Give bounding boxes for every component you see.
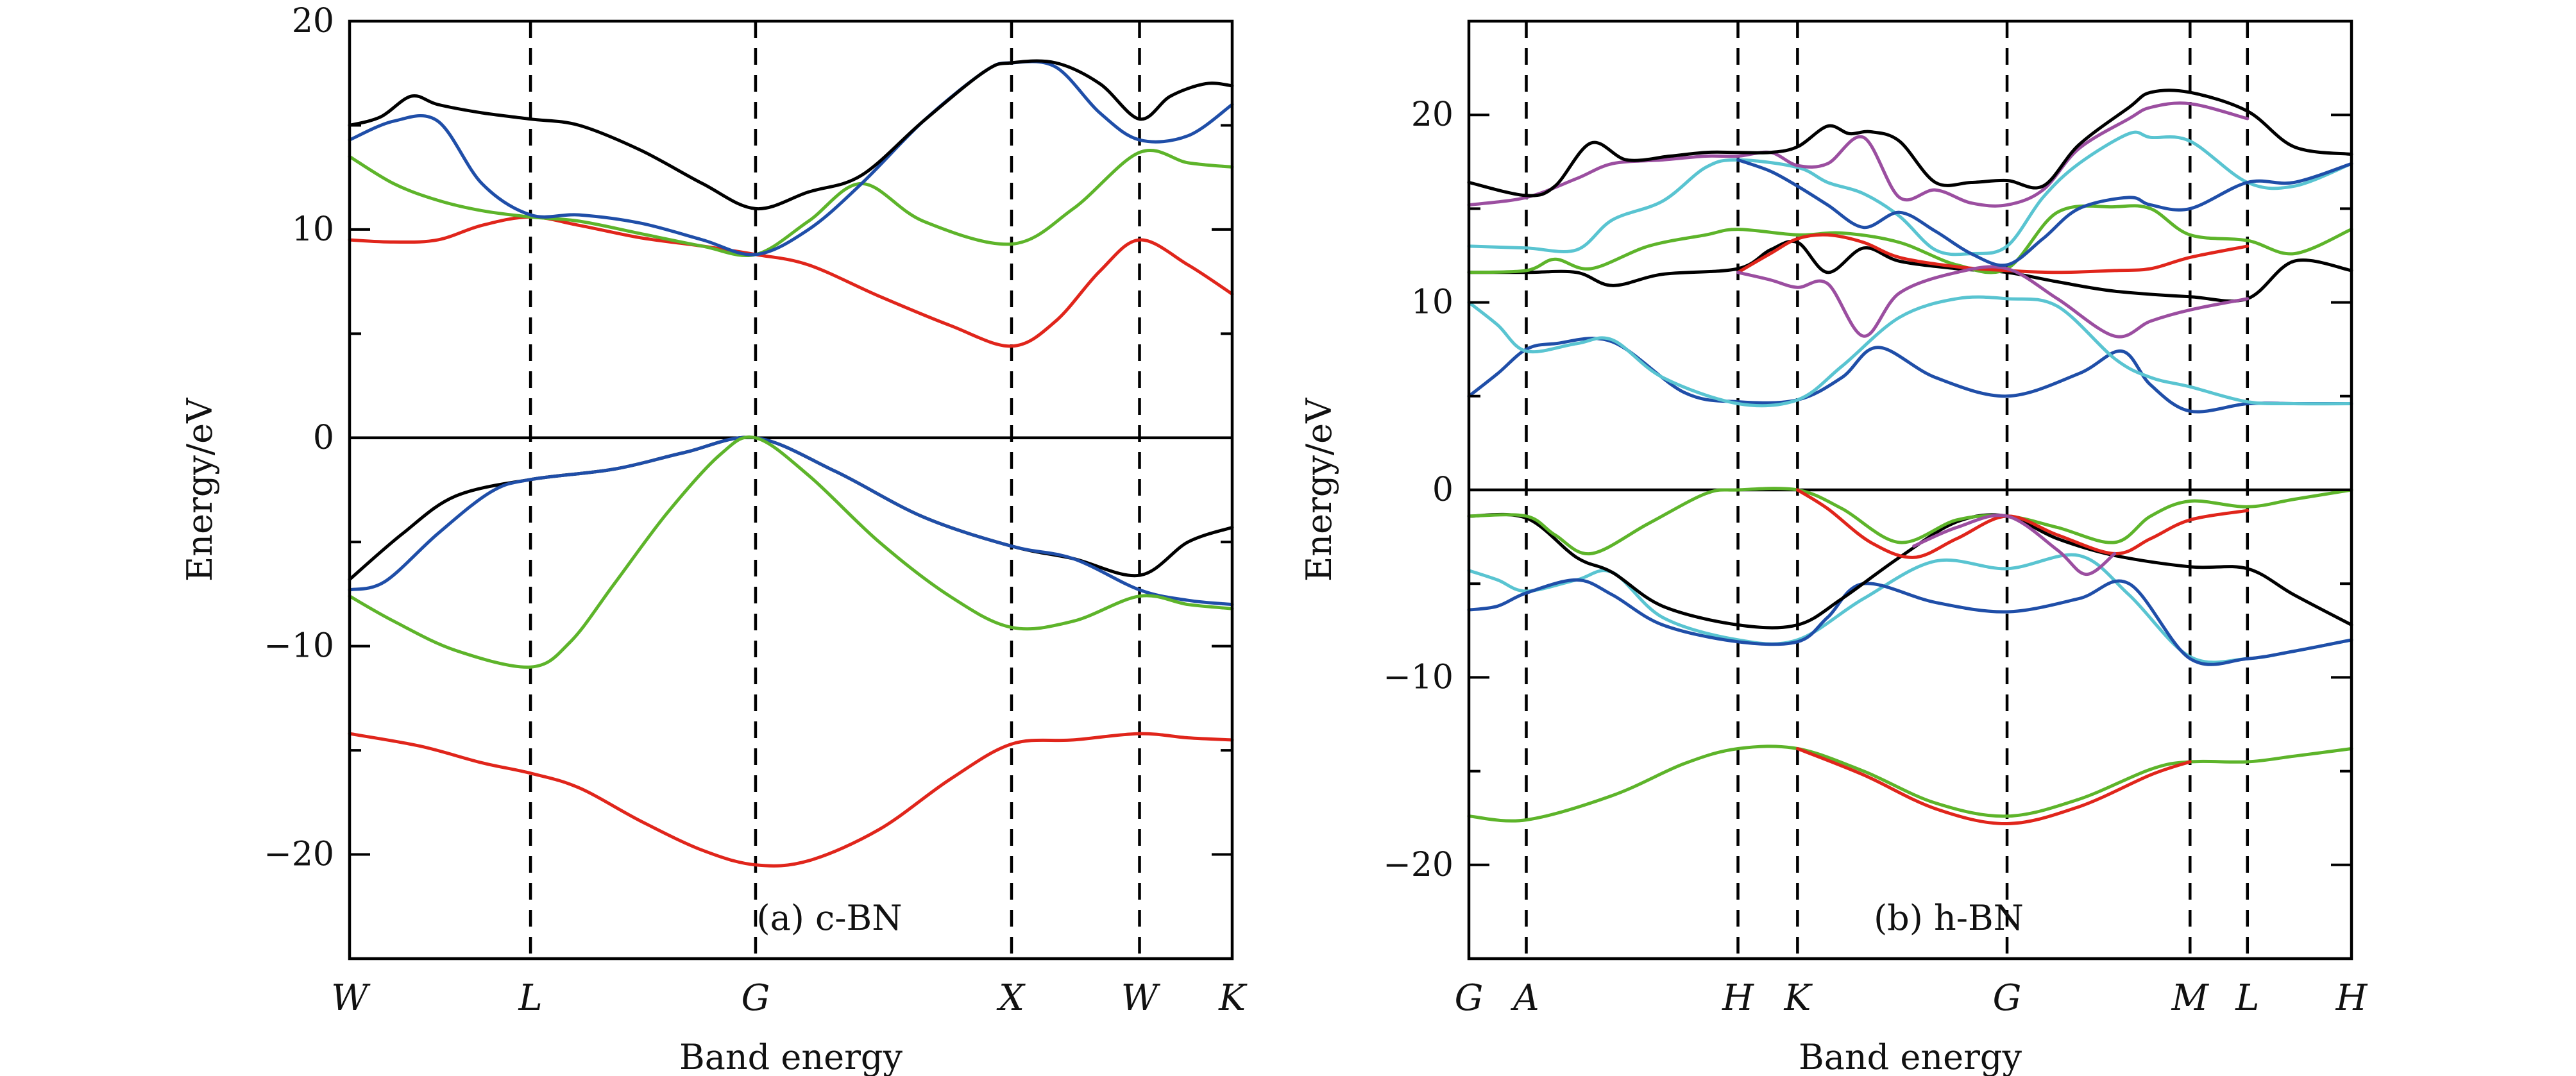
panel-2-kpoint-label-A: A bbox=[1510, 977, 1539, 1019]
panel-2-panel-label: (b) h-BN bbox=[1874, 898, 2024, 938]
panel-1-ytick-label: −20 bbox=[264, 836, 334, 874]
panel-1-kpoint-label-W: W bbox=[1121, 977, 1161, 1019]
panel-2-band-green-lowest bbox=[1467, 744, 2353, 823]
chart-panel-c-bn: −20 −10 0 10 20 W L G X W K Band energy Energy/eV (a)… bbox=[180, 2, 1248, 1076]
panel-2-band-green-conduction-mid bbox=[1467, 204, 2353, 274]
panel-1-kpoint-label-G: G bbox=[741, 977, 770, 1019]
panel-2-band-black-valence bbox=[1467, 512, 2353, 630]
panel-2-band-blue-valence bbox=[1467, 578, 2353, 666]
panel-1-kpoint-label-L: L bbox=[518, 977, 542, 1019]
panel-1-panel-label: (a) c-BN bbox=[757, 898, 902, 938]
panel-2-kpoint-label-L: L bbox=[2235, 977, 2259, 1019]
panel-1-band-red-lower bbox=[348, 732, 1234, 868]
panel-2-band-blue-conduction-low bbox=[1467, 337, 2353, 414]
panel-2-y-axis-title: Energy/eV bbox=[1299, 398, 1339, 582]
panel-2-band-cyan-valence bbox=[1467, 553, 2353, 664]
panel-1-x-axis-title: Band energy bbox=[679, 1037, 902, 1076]
panel-1-band-red-conduction bbox=[348, 215, 1234, 348]
panel-2-ytick-label: 10 bbox=[1411, 283, 1453, 322]
panel-2-ytick-label: 20 bbox=[1411, 96, 1453, 134]
panel-1-ytick-label: 0 bbox=[313, 419, 334, 457]
panel-1-plot-frame bbox=[348, 19, 1234, 961]
panel-2-ytick-label: −20 bbox=[1383, 846, 1453, 884]
panel-2-kpoint-label-G: G bbox=[1455, 977, 1484, 1019]
panel-2-band-magenta-valence bbox=[1912, 514, 2117, 576]
panel-2-band-cyan-conduction-high bbox=[1467, 130, 2353, 256]
panel-2-kpoint-label-H: H bbox=[2335, 977, 2368, 1019]
panel-1-y-axis-title: Energy/eV bbox=[180, 398, 220, 582]
panel-2-band-magenta-conduction-mid bbox=[1736, 265, 2250, 339]
panel-2-band-red-conduction bbox=[1736, 233, 2250, 274]
panel-2-band-blue-conduction-high bbox=[1736, 158, 2353, 267]
panel-2-band-green-valence bbox=[1467, 487, 2353, 555]
panel-1-band-black-conduction bbox=[348, 59, 1234, 210]
panel-2-x-axis-title: Band energy bbox=[1799, 1037, 2022, 1076]
panel-2-band-black-conduction-mid bbox=[1467, 239, 2353, 303]
panel-1-kpoint-label-W: W bbox=[331, 977, 371, 1019]
panel-2-band-red-lowest bbox=[1795, 747, 2192, 826]
panel-2-band-cyan-conduction-low bbox=[1467, 295, 2353, 408]
panel-1-ytick-label: −10 bbox=[264, 627, 334, 666]
panel-1-kpoint-label-X: X bbox=[996, 977, 1026, 1019]
panel-1-band-green-valence bbox=[348, 435, 1234, 669]
panel-2-ytick-label: 0 bbox=[1432, 471, 1453, 509]
panel-1-ytick-label: 10 bbox=[292, 210, 334, 249]
panel-2-band-magenta-conduction-high bbox=[1467, 101, 2250, 208]
panel-1-band-green-conduction bbox=[348, 148, 1234, 258]
panel-2-ytick-label: −10 bbox=[1383, 658, 1453, 696]
panel-1-kpoint-label-K: K bbox=[1218, 977, 1248, 1019]
panel-2-kpoint-label-G: G bbox=[1993, 977, 2022, 1019]
panel-1-ytick-label: 20 bbox=[292, 2, 334, 40]
panel-2-kpoint-label-M: M bbox=[2171, 977, 2210, 1019]
panel-2-kpoint-label-H: H bbox=[1722, 977, 1754, 1019]
panel-2-kpoint-label-K: K bbox=[1783, 977, 1813, 1019]
panel-1-band-blue-conduction bbox=[348, 60, 1234, 256]
panel-2-band-black-conduction-high bbox=[1467, 88, 2353, 198]
